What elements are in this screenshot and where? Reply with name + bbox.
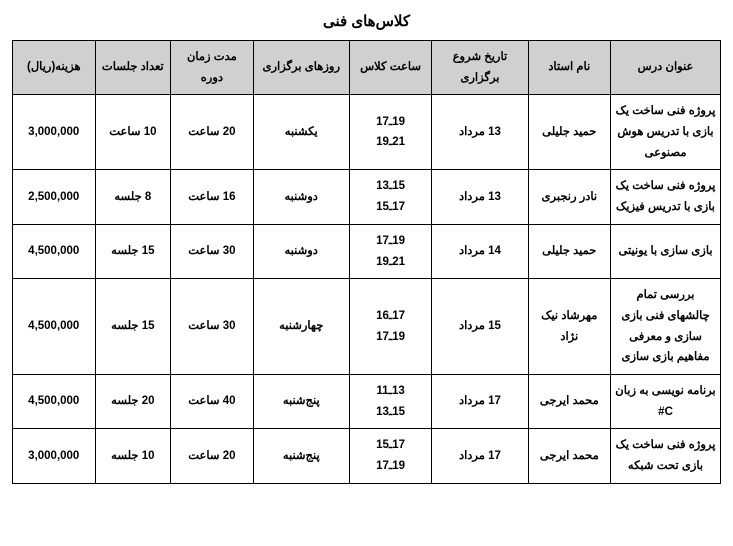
cell-time: 17ـ16 19ـ17 bbox=[349, 279, 431, 375]
table-row: پروژه فنی ساخت یک بازی با تدریس فیزیک نا… bbox=[13, 170, 721, 224]
table-row: پروژه فنی ساخت یک بازی تحت شبکه محمد ایر… bbox=[13, 429, 721, 483]
cell-cost: 3,000,000 bbox=[13, 429, 96, 483]
cell-sessions: 8 جلسه bbox=[95, 170, 171, 224]
page-title: کلاس‌های فنی bbox=[12, 12, 721, 30]
cell-days: یکشنبه bbox=[253, 95, 349, 170]
cell-course: پروژه فنی ساخت یک بازی با تدریس هوش مصنو… bbox=[611, 95, 721, 170]
cell-days: پنج‌شنبه bbox=[253, 429, 349, 483]
cell-cost: 2,500,000 bbox=[13, 170, 96, 224]
cell-sessions: 10 ساعت bbox=[95, 95, 171, 170]
cell-cost: 4,500,000 bbox=[13, 374, 96, 428]
cell-start: 13 مرداد bbox=[432, 95, 528, 170]
cell-sessions: 15 جلسه bbox=[95, 224, 171, 278]
cell-start: 13 مرداد bbox=[432, 170, 528, 224]
table-row: بررسی تمام چالشهای فنی بازی سازی و معرفی… bbox=[13, 279, 721, 375]
cell-course: بررسی تمام چالشهای فنی بازی سازی و معرفی… bbox=[611, 279, 721, 375]
cell-time: 15ـ13 17ـ15 bbox=[349, 170, 431, 224]
col-header-sessions: تعداد جلسات bbox=[95, 41, 171, 95]
cell-start: 14 مرداد bbox=[432, 224, 528, 278]
cell-time: 19ـ17 21ـ19 bbox=[349, 224, 431, 278]
col-header-duration: مدت زمان دوره bbox=[171, 41, 253, 95]
cell-time: 13ـ11 15ـ13 bbox=[349, 374, 431, 428]
cell-days: دوشنبه bbox=[253, 224, 349, 278]
table-header-row: عنوان درس نام استاد تاریخ شروع برگزاری س… bbox=[13, 41, 721, 95]
cell-duration: 16 ساعت bbox=[171, 170, 253, 224]
cell-teacher: حمید جلیلی bbox=[528, 95, 610, 170]
cell-start: 17 مرداد bbox=[432, 429, 528, 483]
cell-duration: 20 ساعت bbox=[171, 95, 253, 170]
col-header-cost: هزینه(ریال) bbox=[13, 41, 96, 95]
cell-days: دوشنبه bbox=[253, 170, 349, 224]
table-body: پروژه فنی ساخت یک بازی با تدریس هوش مصنو… bbox=[13, 95, 721, 483]
cell-duration: 30 ساعت bbox=[171, 224, 253, 278]
cell-teacher: حمید جلیلی bbox=[528, 224, 610, 278]
cell-cost: 4,500,000 bbox=[13, 279, 96, 375]
cell-time: 19ـ17 21ـ19 bbox=[349, 95, 431, 170]
classes-table: عنوان درس نام استاد تاریخ شروع برگزاری س… bbox=[12, 40, 721, 484]
cell-start: 15 مرداد bbox=[432, 279, 528, 375]
col-header-start: تاریخ شروع برگزاری bbox=[432, 41, 528, 95]
cell-cost: 3,000,000 bbox=[13, 95, 96, 170]
table-row: بازی سازی با یونیتی حمید جلیلی 14 مرداد … bbox=[13, 224, 721, 278]
table-row: پروژه فنی ساخت یک بازی با تدریس هوش مصنو… bbox=[13, 95, 721, 170]
cell-duration: 20 ساعت bbox=[171, 429, 253, 483]
cell-course: پروژه فنی ساخت یک بازی با تدریس فیزیک bbox=[611, 170, 721, 224]
cell-cost: 4,500,000 bbox=[13, 224, 96, 278]
cell-course: بازی سازی با یونیتی bbox=[611, 224, 721, 278]
cell-sessions: 10 جلسه bbox=[95, 429, 171, 483]
cell-sessions: 15 جلسه bbox=[95, 279, 171, 375]
cell-course: برنامه نویسی به زبان C# bbox=[611, 374, 721, 428]
cell-duration: 30 ساعت bbox=[171, 279, 253, 375]
col-header-days: روزهای برگزاری bbox=[253, 41, 349, 95]
cell-days: چهارشنبه bbox=[253, 279, 349, 375]
cell-teacher: محمد ایرجی bbox=[528, 429, 610, 483]
table-row: برنامه نویسی به زبان C# محمد ایرجی 17 مر… bbox=[13, 374, 721, 428]
cell-course: پروژه فنی ساخت یک بازی تحت شبکه bbox=[611, 429, 721, 483]
cell-teacher: محمد ایرجی bbox=[528, 374, 610, 428]
cell-teacher: نادر رنجبری bbox=[528, 170, 610, 224]
col-header-teacher: نام استاد bbox=[528, 41, 610, 95]
cell-days: پنج‌شنبه bbox=[253, 374, 349, 428]
col-header-time: ساعت کلاس bbox=[349, 41, 431, 95]
cell-sessions: 20 جلسه bbox=[95, 374, 171, 428]
cell-time: 17ـ15 19ـ17 bbox=[349, 429, 431, 483]
cell-start: 17 مرداد bbox=[432, 374, 528, 428]
cell-duration: 40 ساعت bbox=[171, 374, 253, 428]
col-header-course: عنوان درس bbox=[611, 41, 721, 95]
cell-teacher: مهرشاد نیک نژاد bbox=[528, 279, 610, 375]
